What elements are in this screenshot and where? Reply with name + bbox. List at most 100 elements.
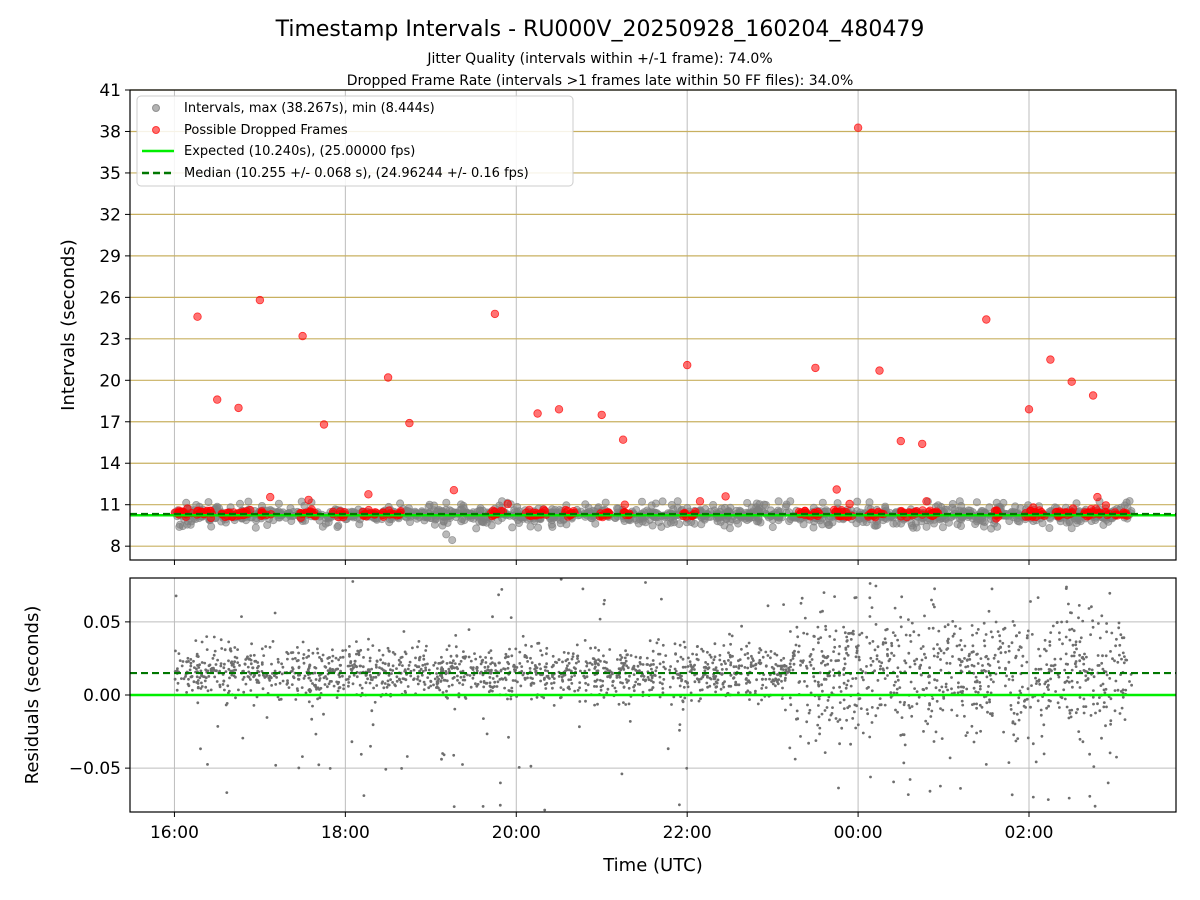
- residual-point: [1043, 647, 1046, 651]
- residual-point: [273, 611, 277, 615]
- residual-point: [196, 655, 200, 658]
- residual-point: [461, 669, 465, 673]
- residual-point: [225, 702, 229, 705]
- residual-point: [900, 595, 904, 599]
- residual-point: [982, 639, 986, 643]
- interval-point: [971, 520, 980, 529]
- residual-point: [286, 652, 290, 656]
- residual-point: [561, 660, 564, 664]
- interval-point: [972, 498, 981, 507]
- residual-point: [372, 676, 376, 679]
- residual-point: [943, 625, 947, 629]
- residual-point: [1073, 651, 1076, 654]
- residual-point: [270, 662, 273, 666]
- residual-point: [898, 700, 902, 704]
- residual-point: [375, 684, 379, 687]
- residual-point: [646, 663, 649, 666]
- dropped-frame-point: [982, 315, 991, 324]
- residual-point: [676, 659, 679, 663]
- residual-point: [1009, 704, 1013, 707]
- residual-point: [302, 661, 306, 665]
- residual-point: [530, 661, 534, 665]
- residual-point: [966, 731, 969, 734]
- residual-point: [1056, 701, 1060, 705]
- residual-point: [975, 653, 978, 656]
- residual-point: [577, 660, 580, 663]
- residual-point: [1066, 662, 1069, 666]
- residual-point: [189, 664, 193, 668]
- residual-point: [999, 646, 1002, 649]
- residual-point: [875, 654, 879, 658]
- interval-point: [786, 497, 795, 506]
- residual-point: [371, 644, 375, 647]
- residual-point: [749, 663, 753, 667]
- dropped-frame-point: [212, 395, 222, 404]
- residual-point: [944, 682, 948, 686]
- residual-point: [711, 661, 715, 665]
- residual-point: [213, 669, 217, 672]
- residual-point: [290, 683, 294, 686]
- residual-point: [746, 666, 750, 670]
- residual-point: [907, 704, 911, 707]
- residual-point: [639, 662, 642, 666]
- residual-point: [206, 669, 210, 673]
- residual-point: [836, 720, 840, 723]
- residual-point: [228, 676, 231, 680]
- residual-point: [936, 651, 940, 655]
- residual-point: [420, 673, 424, 677]
- residual-point: [462, 675, 466, 679]
- residual-point: [507, 655, 510, 658]
- residual-point: [332, 684, 336, 688]
- residual-point: [285, 682, 289, 686]
- residual-point: [808, 654, 812, 658]
- residual-point: [355, 640, 358, 643]
- residual-point: [948, 662, 952, 665]
- residual-point: [945, 661, 949, 665]
- residual-point: [922, 730, 925, 733]
- residual-point: [611, 684, 614, 687]
- residual-point: [1115, 755, 1118, 759]
- residual-point: [342, 683, 345, 687]
- residual-point: [814, 739, 818, 742]
- residual-point: [1100, 614, 1104, 618]
- residual-point: [805, 720, 809, 724]
- residual-point: [256, 679, 260, 683]
- residual-point: [403, 650, 407, 654]
- residual-point: [494, 664, 497, 667]
- residual-point: [998, 634, 1001, 638]
- residual-point: [203, 675, 206, 679]
- residual-point: [729, 673, 733, 677]
- residual-point: [323, 683, 327, 686]
- residual-point: [858, 633, 861, 637]
- residual-point: [1026, 634, 1029, 637]
- residual-point: [416, 682, 420, 686]
- residual-point: [842, 625, 845, 629]
- residual-point: [249, 654, 253, 657]
- residual-point: [690, 666, 694, 669]
- residual-point: [693, 663, 696, 667]
- residual-point: [1092, 675, 1096, 679]
- residual-point: [521, 634, 525, 638]
- residual-point: [584, 689, 588, 692]
- interval-point: [690, 519, 699, 528]
- residual-point: [924, 656, 928, 660]
- residual-point: [976, 691, 980, 694]
- residual-point: [910, 714, 914, 718]
- residual-point: [445, 679, 449, 683]
- residual-point: [614, 690, 618, 693]
- residual-point: [996, 660, 1000, 664]
- interval-point: [333, 523, 342, 532]
- residual-point: [851, 629, 855, 633]
- residual-point: [823, 709, 827, 712]
- residual-point: [441, 660, 445, 663]
- residual-point: [1015, 712, 1019, 716]
- residual-point: [540, 653, 544, 657]
- residual-point: [587, 668, 591, 672]
- residual-point: [567, 651, 570, 655]
- residual-point: [536, 642, 539, 645]
- residual-point: [652, 663, 655, 666]
- residual-point: [718, 653, 722, 657]
- residual-point: [1072, 629, 1076, 633]
- residual-point: [194, 639, 198, 642]
- residual-point: [703, 669, 707, 673]
